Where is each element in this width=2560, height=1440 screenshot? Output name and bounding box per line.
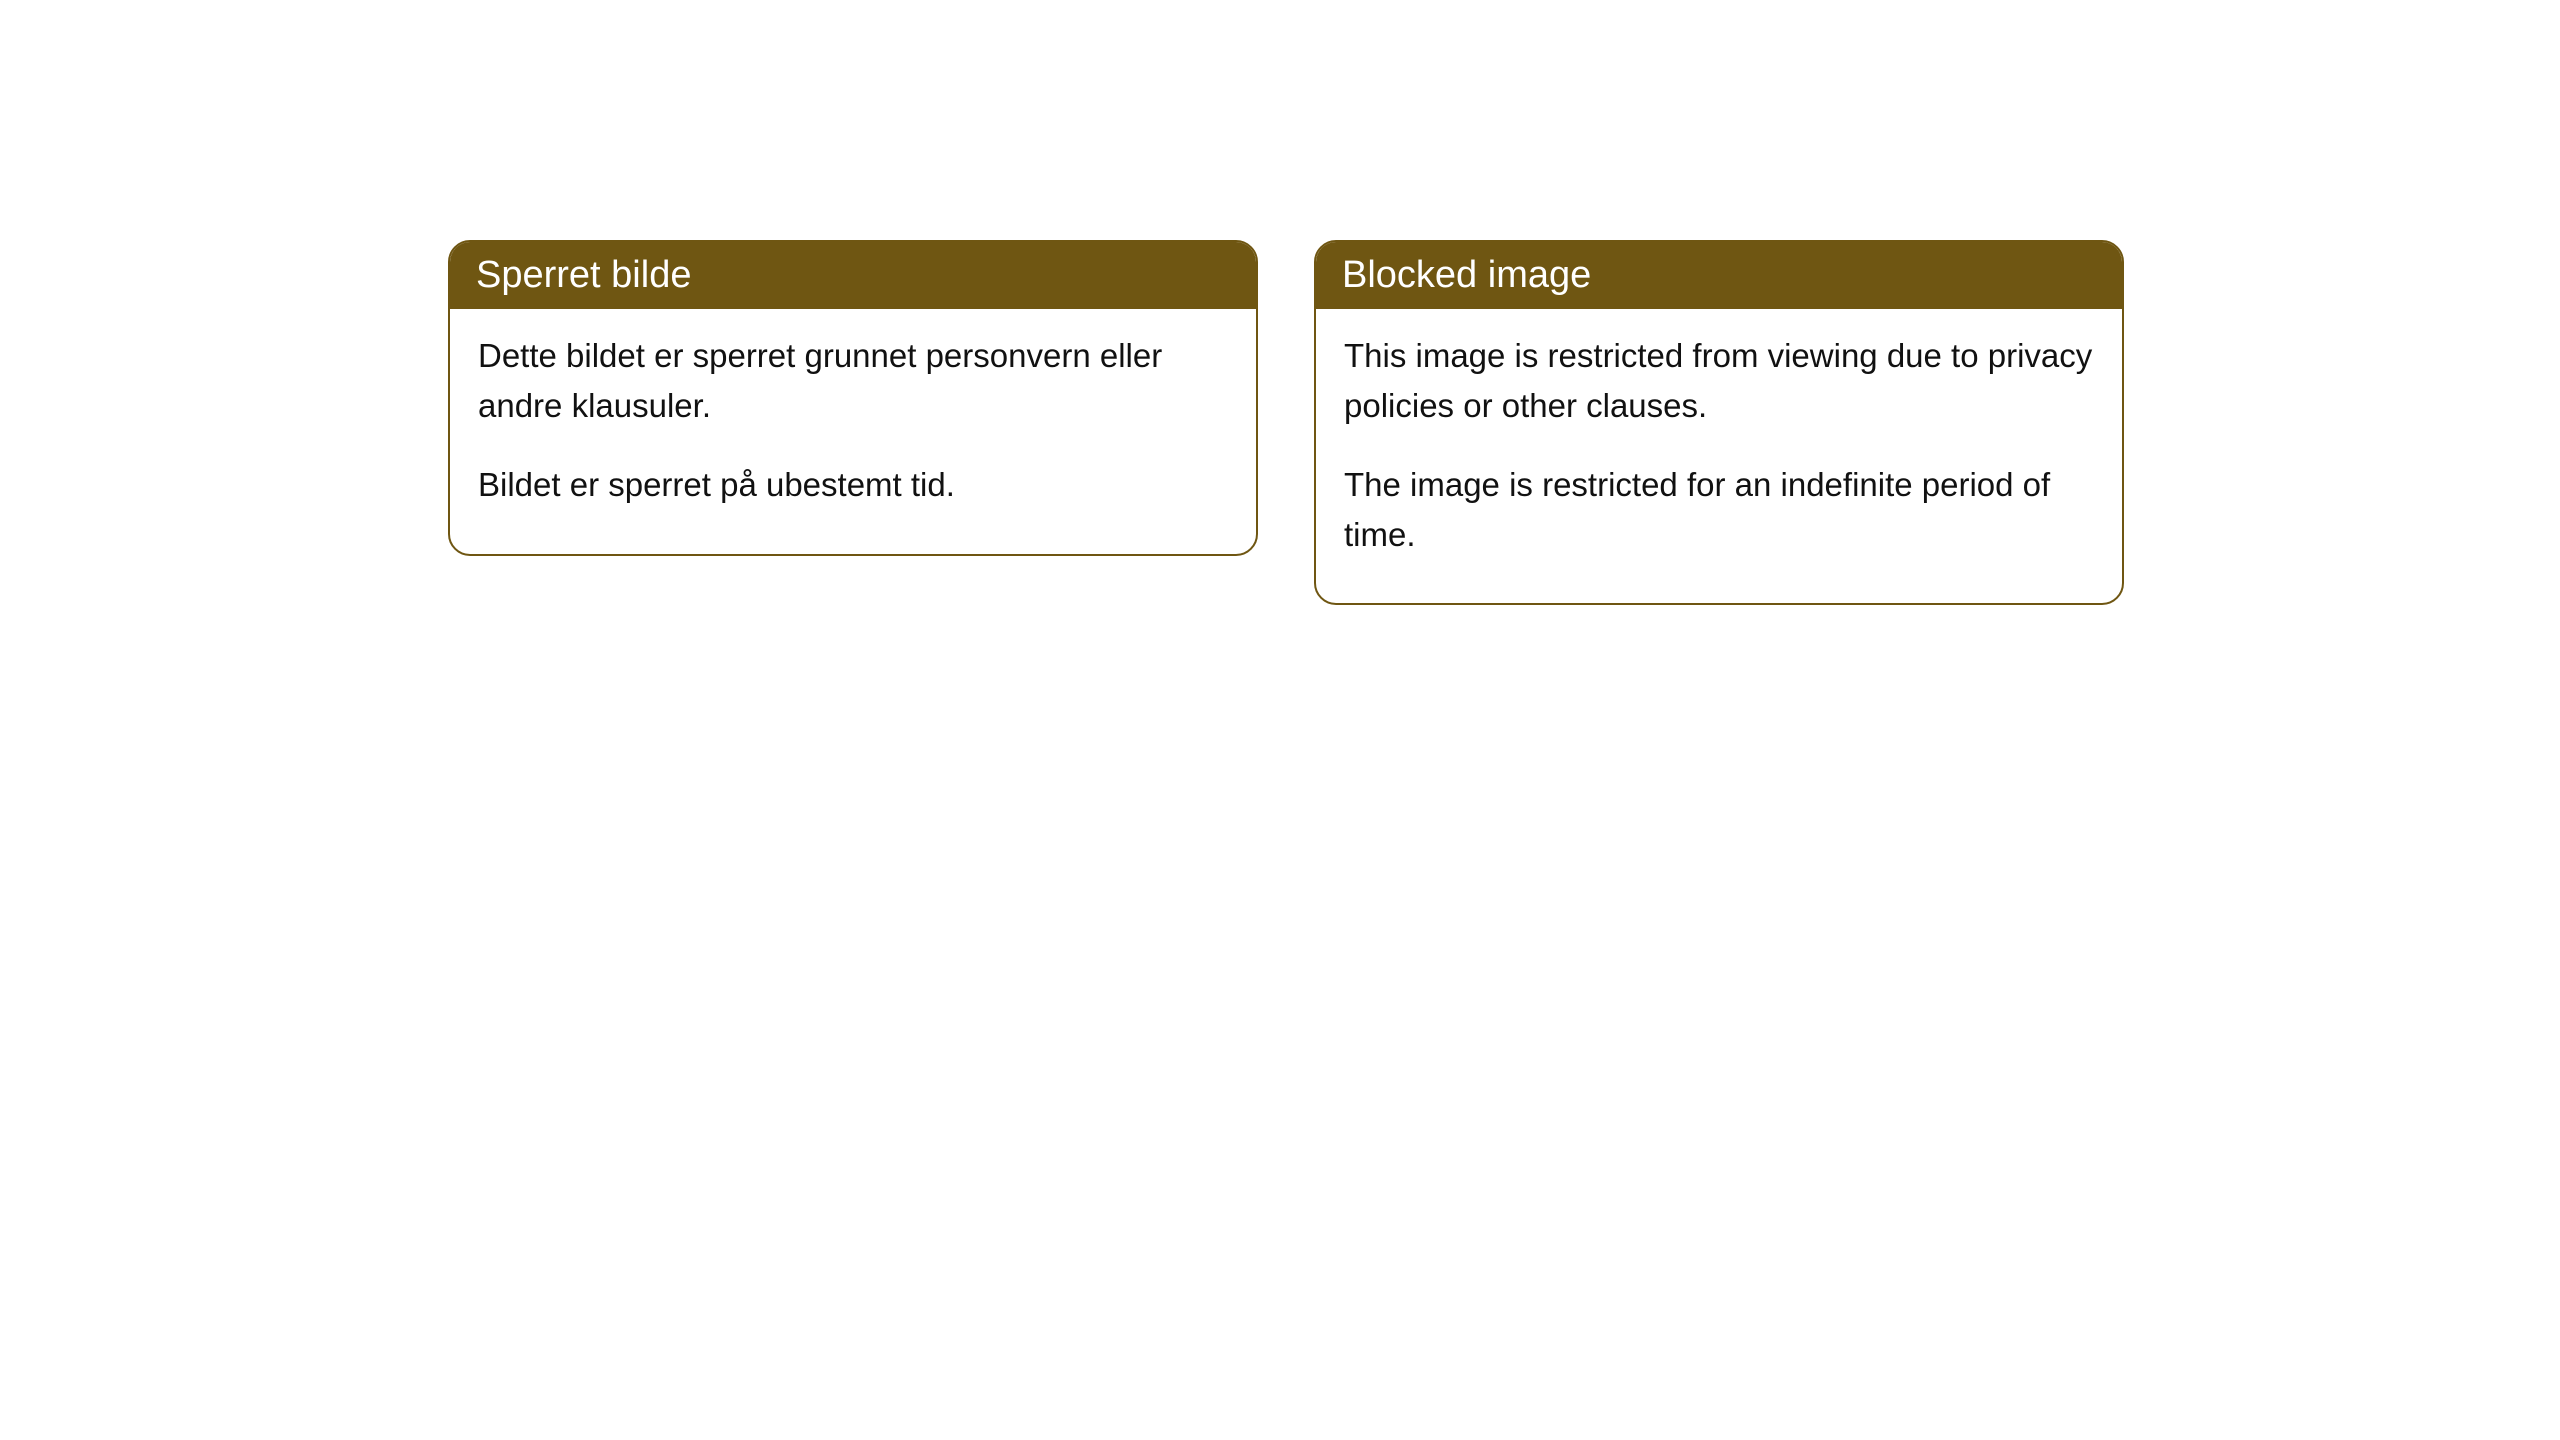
card-paragraph: The image is restricted for an indefinit… bbox=[1344, 460, 2094, 559]
card-header: Blocked image bbox=[1316, 242, 2122, 309]
card-paragraph: This image is restricted from viewing du… bbox=[1344, 331, 2094, 430]
blocked-image-card-norwegian: Sperret bilde Dette bildet er sperret gr… bbox=[448, 240, 1258, 556]
card-title: Sperret bilde bbox=[476, 254, 691, 296]
card-paragraph: Dette bildet er sperret grunnet personve… bbox=[478, 331, 1228, 430]
card-paragraph: Bildet er sperret på ubestemt tid. bbox=[478, 460, 1228, 510]
card-title: Blocked image bbox=[1342, 254, 1591, 296]
blocked-image-card-english: Blocked image This image is restricted f… bbox=[1314, 240, 2124, 605]
card-header: Sperret bilde bbox=[450, 242, 1256, 309]
card-body: Dette bildet er sperret grunnet personve… bbox=[450, 309, 1256, 554]
card-body: This image is restricted from viewing du… bbox=[1316, 309, 2122, 603]
